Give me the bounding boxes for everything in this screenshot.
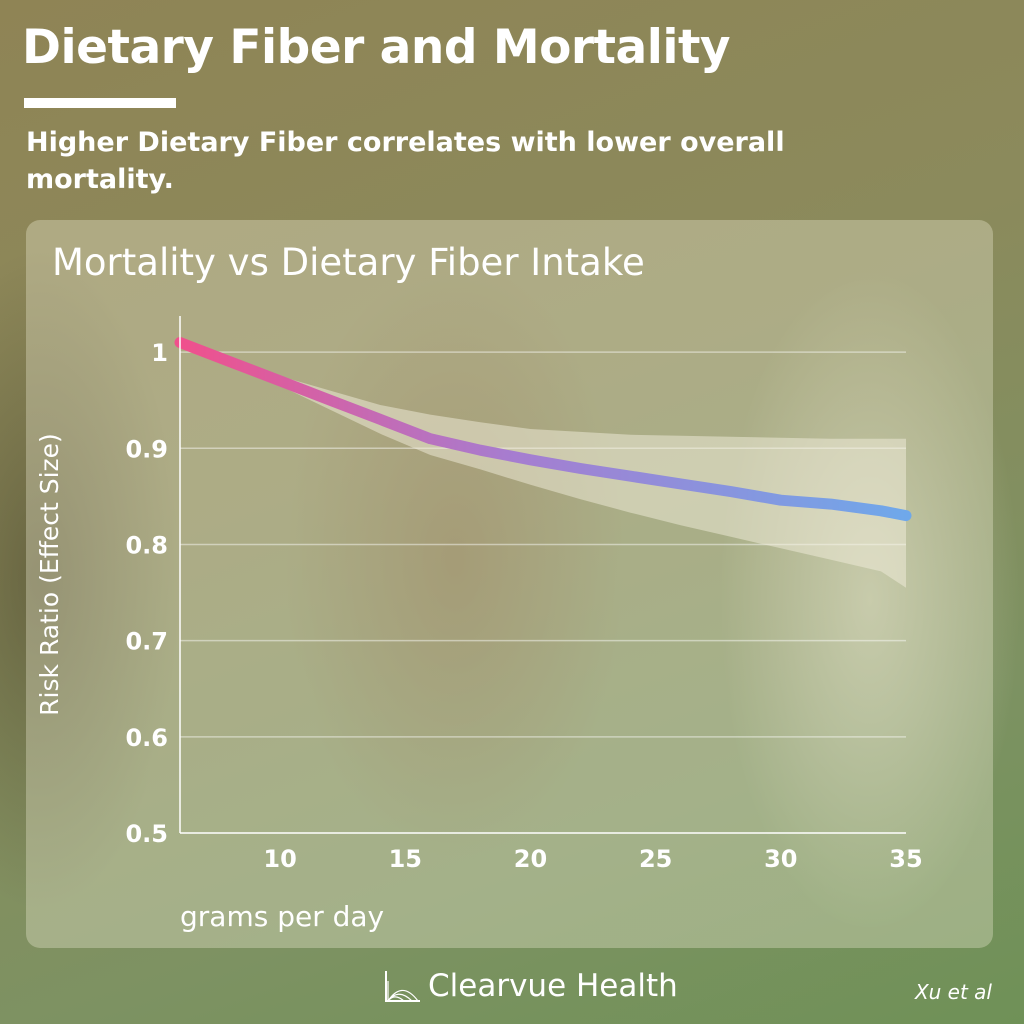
chart-panel: Mortality vs Dietary Fiber Intake 0.5 0.6…: [26, 220, 993, 948]
x-tick-label: 25: [639, 845, 672, 873]
y-tick-label: 0.9: [125, 435, 168, 463]
y-tick-label: 0.7: [125, 628, 168, 656]
x-tick-label: 15: [389, 845, 422, 873]
y-tick-label: 0.8: [125, 531, 168, 559]
clearvue-logo-icon: [385, 971, 420, 1002]
brand: Clearvue Health: [384, 968, 678, 1004]
brand-name: Clearvue Health: [428, 968, 678, 1004]
y-axis-label: Risk Ratio (Effect Size): [35, 433, 64, 716]
page-subtitle: Higher Dietary Fiber correlates with low…: [26, 127, 785, 196]
chart-title: Mortality vs Dietary Fiber Intake: [52, 241, 645, 284]
x-tick-label: 30: [764, 845, 797, 873]
source-credit: Xu et al: [914, 980, 992, 1004]
mortality-fiber-chart: Mortality vs Dietary Fiber Intake 0.5 0.6…: [35, 241, 923, 933]
x-tick-label: 20: [514, 845, 547, 873]
title-underline: [24, 98, 176, 108]
x-axis-label: grams per day: [180, 900, 384, 933]
page-title: Dietary Fiber and Mortality: [22, 20, 731, 75]
y-tick-label: 1: [151, 339, 168, 367]
series-line: [174, 337, 912, 522]
y-tick-label: 0.6: [125, 724, 168, 752]
y-tick-label: 0.5: [125, 820, 168, 848]
x-tick-label: 35: [889, 845, 922, 873]
x-tick-label: 10: [263, 845, 296, 873]
